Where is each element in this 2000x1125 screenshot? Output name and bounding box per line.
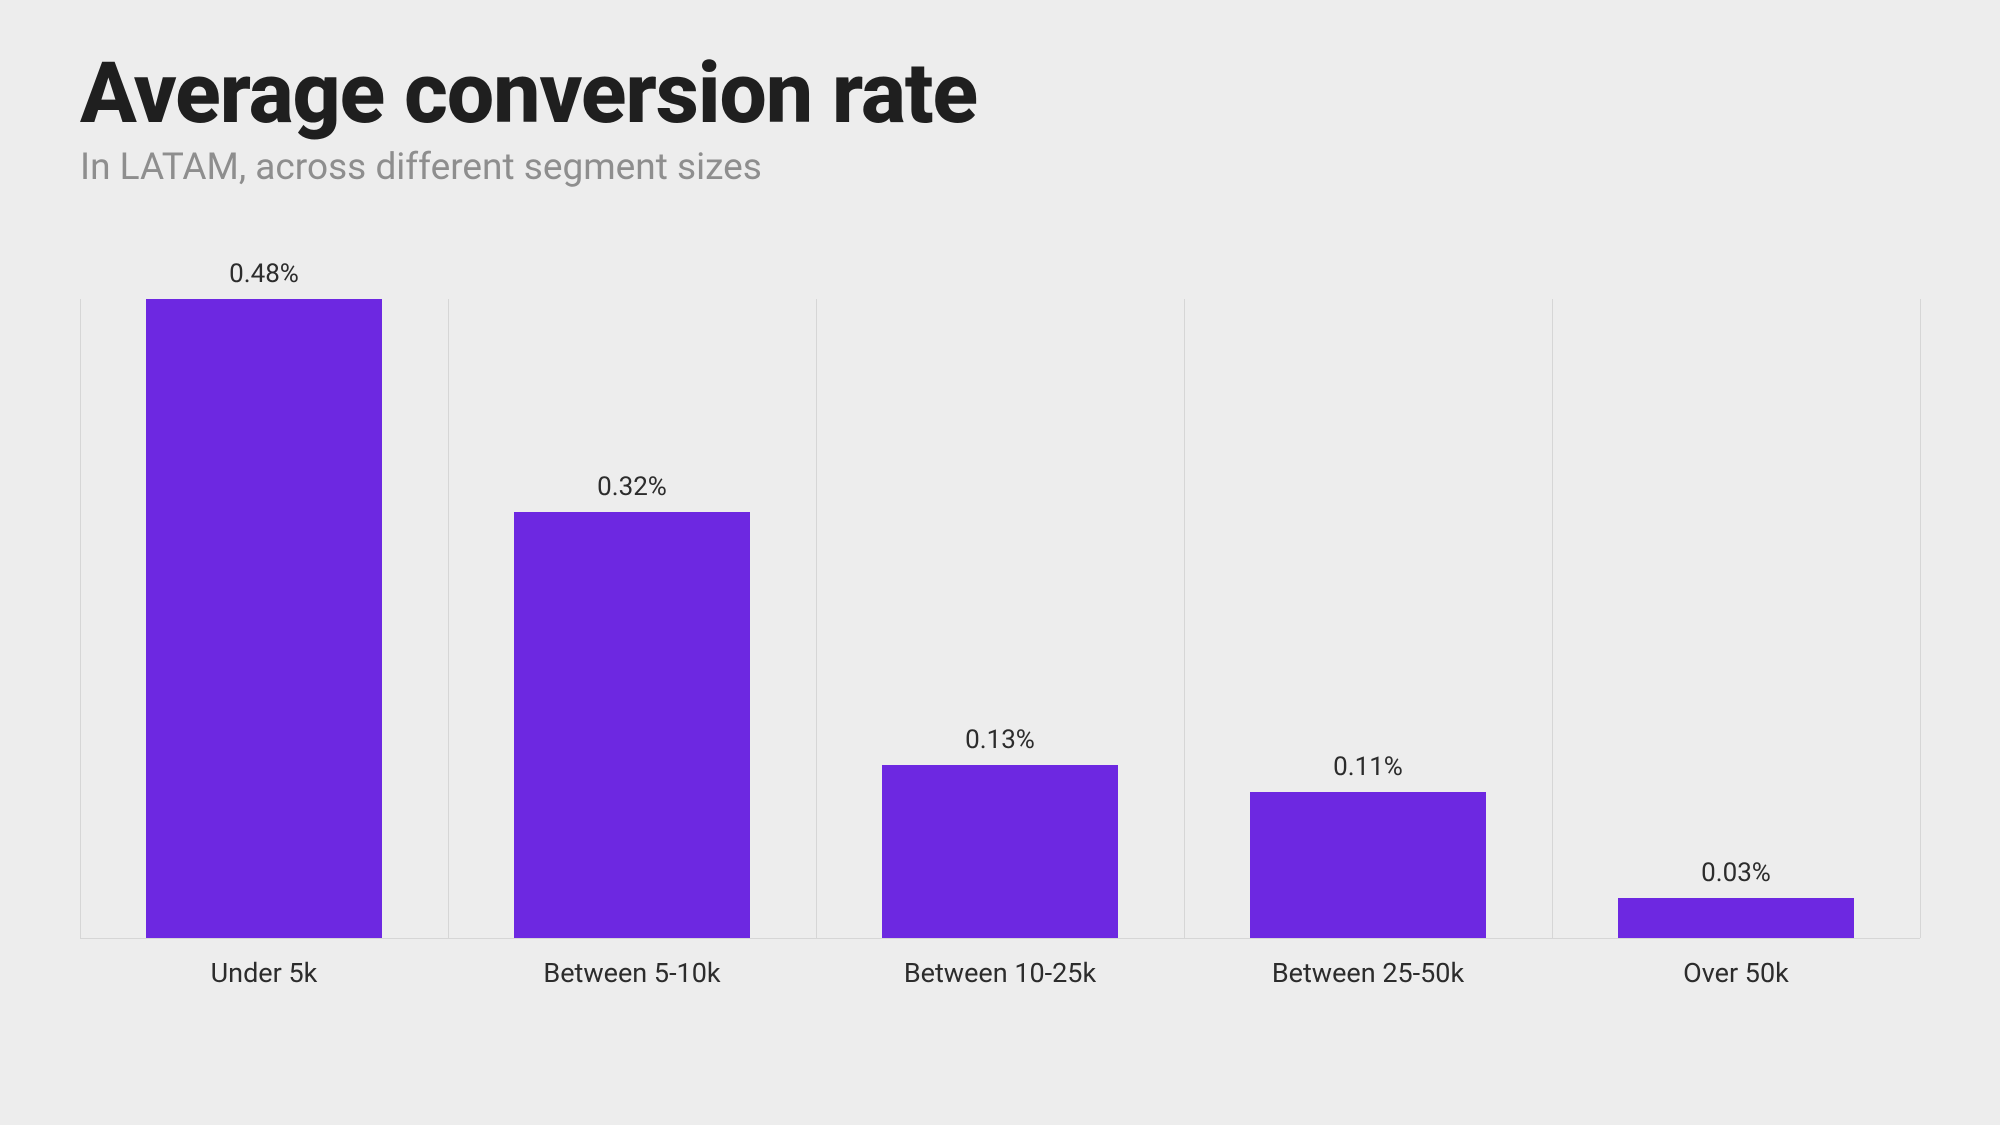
bar-value-label: 0.13% (965, 725, 1035, 755)
gridline (1184, 299, 1185, 938)
gridline (80, 299, 81, 938)
bar-value-label: 0.32% (597, 472, 667, 502)
gridline (1552, 299, 1553, 938)
bar-value-label: 0.11% (1333, 752, 1403, 782)
bar-slot: 0.03% (1552, 299, 1920, 938)
bar-slot: 0.32% (448, 299, 816, 938)
chart-container: Average conversion rate In LATAM, across… (0, 0, 2000, 1125)
bars-group: 0.48% 0.32% 0.13% 0.11% 0.03% (80, 299, 1920, 938)
gridline (448, 299, 449, 938)
x-axis-label: Between 10-25k (816, 957, 1184, 989)
bar-value-label: 0.03% (1701, 858, 1771, 888)
chart-subtitle: In LATAM, across different segment sizes (80, 146, 1920, 189)
gridline (816, 299, 817, 938)
x-axis: Under 5kBetween 5-10kBetween 10-25kBetwe… (80, 957, 1920, 989)
bar-value-label: 0.48% (229, 259, 299, 289)
bar-slot: 0.48% (80, 299, 448, 938)
bar-slot: 0.13% (816, 299, 1184, 938)
x-axis-label: Between 5-10k (448, 957, 816, 989)
chart-title: Average conversion rate (80, 50, 1920, 138)
gridline (1920, 299, 1921, 938)
x-axis-label: Under 5k (80, 957, 448, 989)
bar: 0.11% (1250, 792, 1486, 938)
bar: 0.13% (882, 765, 1118, 938)
bar-slot: 0.11% (1184, 299, 1552, 938)
bar: 0.03% (1618, 898, 1854, 938)
x-axis-label: Between 25-50k (1184, 957, 1552, 989)
bar: 0.32% (514, 512, 750, 938)
chart-area: 0.48%0.32%0.13%0.11%0.03% Under 5kBetwee… (80, 299, 1920, 1045)
plot-area: 0.48% 0.32% 0.13% 0.11% 0.03% (80, 299, 1920, 939)
bar: 0.48% (146, 299, 382, 938)
x-axis-label: Over 50k (1552, 957, 1920, 989)
